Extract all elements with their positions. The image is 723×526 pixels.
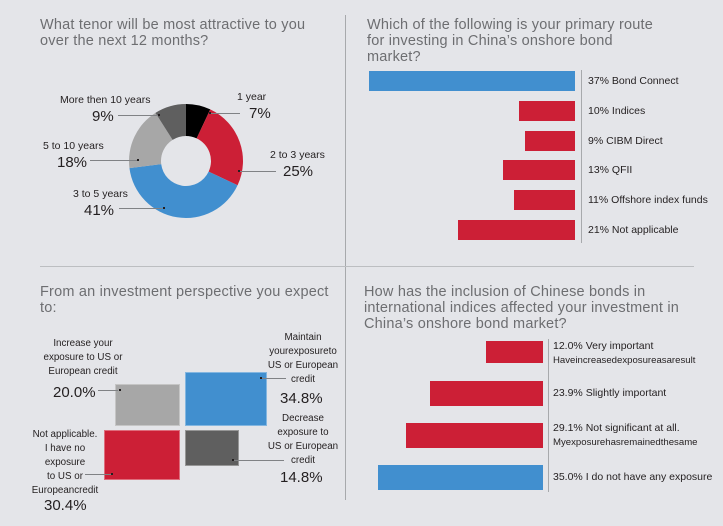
inclusion-bar-label-3-line-0: 35.0% I do not have any exposure: [553, 470, 713, 483]
donut-leader-dot-more-then-10-years: [158, 114, 160, 116]
perspective-label-1-line-0: Maintain: [284, 332, 322, 343]
inclusion-question-title: How has the inclusion of Chinese bonds i…: [364, 284, 680, 332]
inclusion-bar-0: [486, 341, 543, 363]
route-bar-4: [513, 190, 575, 211]
perspective-label-1-line-2: US or European: [267, 360, 339, 371]
inclusion-bar-label-2-line-1: Myexposurehasremainedthesame: [553, 437, 698, 448]
perspective-label-0-line-1: exposure to US or: [43, 352, 123, 363]
tenor-donut-chart: [128, 104, 244, 218]
donut-label-more-then-10-years: More then 10 years: [60, 94, 151, 106]
perspective-block-0: [115, 384, 180, 426]
route-bar-label-2: 9% CIBM Direct: [588, 134, 663, 147]
perspective-label-0-line-2: European credit: [48, 366, 118, 377]
perspective-value-2: 30.4%: [44, 497, 87, 514]
tenor-question-title: What tenor will be most attractive to yo…: [40, 17, 306, 49]
route-bar-label-5: 21% Not applicable: [588, 224, 679, 236]
inclusion-bar-1: [430, 381, 543, 406]
donut-label-1-year: 1 year: [237, 91, 267, 103]
perspective-value-3: 14.8%: [280, 469, 323, 486]
perspective-label-2-line-4: Europeancredit: [31, 485, 99, 496]
donut-slice-2-to-3-years: [196, 109, 244, 186]
donut-leader-dot-3-to-5-years: [163, 207, 165, 209]
donut-value-more-then-10-years: 9%: [92, 108, 114, 125]
donut-value-1-year: 7%: [249, 105, 271, 122]
perspective-value-1: 34.8%: [280, 390, 323, 407]
inclusion-bar-label-0-line-0: 12.0% Very important: [553, 340, 654, 352]
donut-slice-3-to-5-years: [129, 164, 238, 218]
vertical-divider: [345, 15, 346, 500]
donut-label-5-to-10-years: 5 to 10 years: [43, 140, 104, 152]
inclusion-bar-2: [405, 423, 543, 448]
inclusion-bar-3: [378, 465, 543, 490]
donut-leader-2-to-3-years: [240, 171, 276, 172]
donut-value-2-to-3-years: 25%: [283, 163, 314, 180]
donut-leader-5-to-10-years: [90, 160, 137, 161]
route-bar-label-0: 37% Bond Connect: [588, 75, 679, 87]
donut-slice-more-then-10-years: [155, 104, 186, 140]
donut-leader-more-then-10-years: [118, 115, 158, 116]
horizontal-divider: [40, 266, 694, 267]
route-bar-label-1: 10% Indices: [588, 104, 646, 117]
perspective-leader-2: [85, 474, 112, 475]
donut-label-2-to-3-years: 2 to 3 years: [270, 149, 325, 161]
perspective-value-0: 20.0%: [53, 384, 96, 401]
perspective-label-2-line-3: to US or: [47, 471, 83, 482]
perspective-label-2-line-0: Not applicable.: [32, 429, 98, 440]
inclusion-bar-label-1-line-0: 23.9% Slightly important: [553, 386, 667, 399]
perspective-leader-0: [98, 390, 118, 391]
route-axis-line: [581, 70, 582, 243]
route-bar-2: [524, 130, 575, 151]
perspective-block-2: [104, 430, 180, 480]
perspective-label-3-line-3: credit: [291, 455, 315, 466]
perspective-question-title: From an investment perspective you expec…: [40, 284, 329, 316]
donut-leader-dot-2-to-3-years: [238, 170, 240, 172]
donut-leader-3-to-5-years: [119, 208, 162, 209]
inclusion-bar-label-2-line-0: 29.1% Not significant at all.: [553, 422, 680, 434]
route-bar-label-4: 11% Offshore index funds: [588, 194, 708, 207]
donut-value-3-to-5-years: 41%: [84, 202, 115, 219]
perspective-leader-dot-0: [119, 389, 121, 391]
perspective-leader-3: [234, 460, 284, 461]
donut-slice-1-year: [186, 104, 211, 139]
route-bar-5: [458, 220, 575, 240]
perspective-label-1-line-1: yourexposureto: [269, 346, 337, 357]
perspective-label-2-line-1: I have no: [44, 443, 86, 454]
perspective-leader-1: [262, 378, 286, 379]
donut-leader-dot-1-year: [209, 112, 211, 114]
donut-value-5-to-10-years: 18%: [57, 154, 88, 171]
perspective-label-3-line-2: US or European: [267, 441, 339, 452]
perspective-label-3-line-0: Decrease: [282, 413, 324, 424]
perspective-label-1-line-3: credit: [291, 374, 315, 385]
perspective-label-0-line-0: Increase your: [53, 338, 113, 349]
perspective-label-3-line-1: exposure to: [277, 427, 329, 438]
route-bar-1: [519, 100, 575, 121]
route-bar-3: [502, 160, 575, 181]
donut-slice-5-to-10-years: [128, 112, 173, 169]
perspective-leader-dot-1: [260, 377, 262, 379]
donut-label-3-to-5-years: 3 to 5 years: [73, 188, 128, 200]
donut-leader-dot-5-to-10-years: [137, 159, 139, 161]
route-bar-label-3: 13% QFII: [588, 164, 633, 177]
perspective-label-2-line-2: exposure: [44, 457, 86, 468]
perspective-leader-dot-3: [232, 459, 234, 461]
inclusion-axis-line: [548, 339, 549, 492]
donut-leader-1-year: [210, 113, 240, 114]
perspective-leader-dot-2: [111, 473, 113, 475]
perspective-block-1: [185, 372, 267, 426]
perspective-block-3: [185, 430, 239, 466]
inclusion-bar-label-0-line-1: Haveincreasedexposureasaresult: [553, 355, 696, 366]
route-question-title: Which of the following is your primary r…: [367, 17, 654, 65]
route-bar-0: [369, 71, 575, 91]
